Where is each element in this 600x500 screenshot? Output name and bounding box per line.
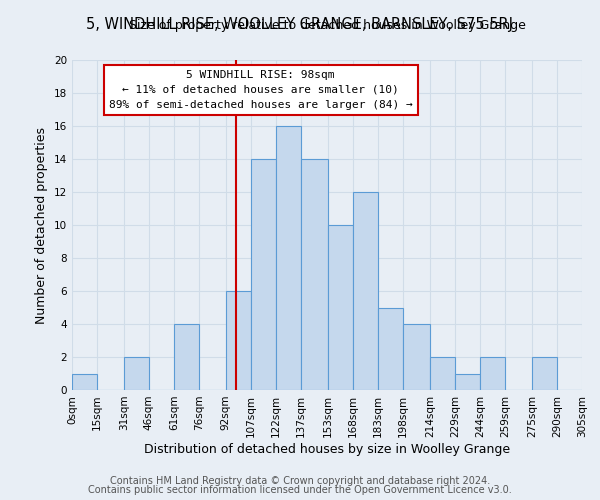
Bar [480,357,505,390]
Bar [174,324,199,390]
Bar [378,308,403,390]
Bar [301,159,328,390]
Bar [124,357,149,390]
Bar [226,291,251,390]
Bar [455,374,480,390]
Text: 5 WINDHILL RISE: 98sqm
← 11% of detached houses are smaller (10)
89% of semi-det: 5 WINDHILL RISE: 98sqm ← 11% of detached… [109,70,413,110]
Y-axis label: Number of detached properties: Number of detached properties [35,126,49,324]
Bar [403,324,430,390]
Text: Contains public sector information licensed under the Open Government Licence v3: Contains public sector information licen… [88,485,512,495]
Bar [328,225,353,390]
Bar [276,126,301,390]
Bar [430,357,455,390]
Bar [353,192,378,390]
Text: Contains HM Land Registry data © Crown copyright and database right 2024.: Contains HM Land Registry data © Crown c… [110,476,490,486]
Bar [72,374,97,390]
X-axis label: Distribution of detached houses by size in Woolley Grange: Distribution of detached houses by size … [144,442,510,456]
Bar [251,159,276,390]
Text: 5, WINDHILL RISE, WOOLLEY GRANGE, BARNSLEY, S75 5RJ: 5, WINDHILL RISE, WOOLLEY GRANGE, BARNSL… [86,18,514,32]
Title: Size of property relative to detached houses in Woolley Grange: Size of property relative to detached ho… [128,20,526,32]
Bar [532,357,557,390]
